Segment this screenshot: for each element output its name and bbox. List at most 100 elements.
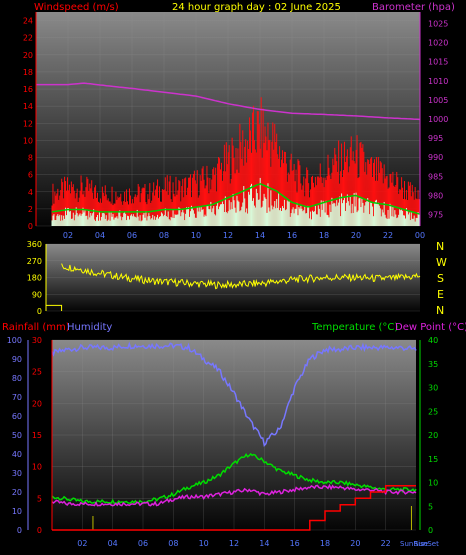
baro-tick-label: 980 — [428, 191, 443, 200]
wind-x-tick-label: 04 — [95, 231, 105, 240]
temp-x-tick-label: 20 — [350, 539, 360, 548]
wind-tick-label: 16 — [23, 85, 33, 94]
direction-tick-label: 90 — [32, 290, 42, 299]
temperature-label: Temperature (°C) — [311, 322, 398, 333]
wind-x-tick-label: 20 — [351, 231, 361, 240]
temp-x-tick-label: 18 — [320, 539, 330, 548]
wind-tick-label: 10 — [23, 136, 33, 145]
sunset-label: SunSet — [414, 540, 439, 548]
humidity-tick-label: 30 — [12, 469, 22, 478]
temp-x-tick-label: 04 — [108, 539, 118, 548]
humidity-tick-label: 50 — [12, 431, 22, 440]
chart-title: 24 hour graph day : 02 June 2025 — [172, 2, 341, 13]
rain-tick-label: 15 — [32, 431, 42, 440]
wind-x-tick-label: 08 — [159, 231, 169, 240]
temp-tick-label: 5 — [428, 502, 433, 511]
temp-x-tick-label: 22 — [381, 539, 391, 548]
dewpoint-label: Dew Point (°C) — [395, 322, 466, 333]
temp-x-tick-label: 10 — [199, 539, 209, 548]
rain-tick-label: 5 — [37, 494, 42, 503]
baro-tick-label: 1000 — [428, 115, 448, 124]
wind-tick-label: 22 — [23, 34, 33, 43]
wind-tick-label: 24 — [23, 17, 33, 26]
rain-tick-label: 20 — [32, 399, 42, 408]
temp-tick-label: 15 — [428, 455, 438, 464]
wind-average-line — [51, 183, 421, 215]
wind-x-tick-label: 22 — [383, 231, 393, 240]
baro-tick-label: 1025 — [428, 19, 448, 28]
wind-x-tick-label: 10 — [191, 231, 201, 240]
wind-x-tick-label: 14 — [255, 231, 265, 240]
rainfall-line — [52, 484, 416, 531]
humidity-tick-label: 60 — [12, 412, 22, 421]
wind-tick-label: 0 — [28, 222, 33, 231]
humidity-tick-label: 0 — [17, 526, 22, 535]
wind-tick-label: 8 — [28, 154, 33, 163]
baro-tick-label: 1005 — [428, 96, 448, 105]
wind-tick-label: 12 — [23, 119, 33, 128]
temp-tick-label: 20 — [428, 431, 438, 440]
temp-tick-label: 0 — [428, 526, 433, 535]
direction-tick-label: 360 — [27, 240, 42, 249]
dewpoint-line — [51, 483, 417, 507]
rain-tick-label: 0 — [37, 526, 42, 535]
baro-tick-label: 1010 — [428, 77, 448, 86]
rainfall-label: Rainfall (mm) — [2, 322, 70, 333]
temp-x-tick-label: 02 — [77, 539, 87, 548]
temp-x-tick-label: 16 — [290, 539, 300, 548]
direction-line — [61, 263, 421, 290]
compass-n-top: N — [436, 240, 444, 253]
wind-x-tick-label: 16 — [287, 231, 297, 240]
baro-tick-label: 975 — [428, 211, 443, 220]
compass-e: E — [437, 288, 444, 301]
wind-x-tick-label: 02 — [63, 231, 73, 240]
wind-tick-label: 2 — [28, 205, 33, 214]
wind-marks — [36, 82, 421, 226]
temp-tick-label: 25 — [428, 407, 438, 416]
temperature-line — [51, 452, 417, 505]
baro-tick-label: 995 — [428, 134, 443, 143]
wind-x-tick-label: 12 — [223, 231, 233, 240]
humidity-tick-label: 80 — [12, 374, 22, 383]
direction-tick-label: 270 — [27, 257, 42, 266]
temp-marks — [51, 341, 417, 531]
sunrise-label: SunRise — [400, 540, 428, 548]
baro-tick-label: 990 — [428, 153, 443, 162]
humidity-tick-label: 70 — [12, 393, 22, 402]
humidity-label: Humidity — [67, 322, 112, 333]
compass-s: S — [437, 272, 444, 285]
windspeed-label: Windspeed (m/s) — [34, 2, 119, 13]
humidity-line — [51, 341, 417, 447]
humidity-tick-label: 20 — [12, 488, 22, 497]
temp-x-tick-label: 12 — [229, 539, 239, 548]
wind-tick-label: 6 — [28, 171, 33, 180]
baro-tick-label: 1020 — [428, 39, 448, 48]
wind-tick-label: 14 — [23, 102, 33, 111]
wind-x-tick-label: 00 — [415, 231, 425, 240]
temp-x-tick-label: 08 — [168, 539, 178, 548]
rain-tick-label: 25 — [32, 368, 42, 377]
humidity-tick-label: 100 — [7, 336, 22, 345]
direction-start-marker — [46, 304, 63, 311]
barometer-line — [36, 82, 421, 121]
barometer-label: Barometer (hpa) — [372, 2, 455, 13]
wind-x-tick-label: 18 — [319, 231, 329, 240]
humidity-tick-label: 10 — [12, 507, 22, 516]
wind-tick-label: 20 — [23, 51, 33, 60]
temp-tick-label: 35 — [428, 360, 438, 369]
direction-tick-label: 180 — [27, 274, 42, 283]
temp-tick-label: 40 — [428, 336, 438, 345]
humidity-tick-label: 90 — [12, 355, 22, 364]
temp-tick-label: 30 — [428, 384, 438, 393]
compass-w: W — [436, 256, 447, 269]
temp-x-tick-label: 14 — [259, 539, 269, 548]
rain-tick-label: 10 — [32, 463, 42, 472]
compass-n-bottom: N — [436, 304, 444, 317]
baro-tick-label: 1015 — [428, 58, 448, 67]
rain-tick-label: 30 — [32, 336, 42, 345]
direction-marks — [46, 263, 421, 311]
wind-x-tick-label: 06 — [127, 231, 137, 240]
direction-tick-label: 0 — [37, 307, 42, 316]
humidity-tick-label: 40 — [12, 450, 22, 459]
